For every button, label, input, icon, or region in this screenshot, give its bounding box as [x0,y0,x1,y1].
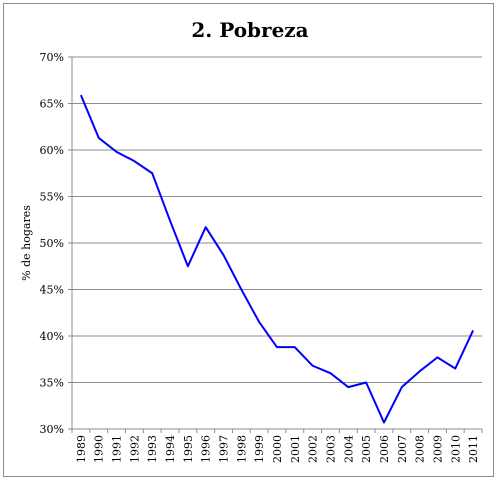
gridlines [72,56,482,383]
series-layer [79,94,474,424]
x-tick-label: 1996 [200,435,213,463]
x-tick-label: 1997 [218,435,231,463]
x-tick-label: 2001 [289,435,302,463]
y-tick-labels: 30% 35% 40% 45% 50% 55% 60% 65% 70% [40,51,64,436]
x-tick-label: 1999 [253,435,266,463]
axes [68,56,483,433]
y-tick-label: 50% [40,237,64,250]
x-tick-label: 2005 [360,435,373,463]
y-tick-label: 35% [40,377,64,390]
x-tick-label: 2006 [378,435,391,463]
x-tick-label: 2002 [307,435,320,463]
y-tick-label: 40% [40,330,64,343]
chart-frame [3,3,494,477]
y-tick-label: 30% [40,423,64,436]
x-tick-label: 1994 [164,435,177,463]
x-tick-labels: 1989 1990 1991 1992 1993 1994 1995 1996 1997 1998… [75,435,480,463]
y-axis-title: % de hogares [20,205,33,281]
x-tick-label: 2008 [414,435,427,463]
series-line [79,94,474,424]
x-tick-label: 1993 [146,435,159,463]
chart-title: 2. Pobreza [191,18,309,42]
x-tick-label: 2003 [324,435,337,463]
y-tick-label: 60% [40,144,64,157]
x-tick-label: 1995 [182,435,195,463]
y-tick-label: 70% [40,51,64,64]
x-tick-label: 1992 [128,435,141,463]
y-tick-label: 65% [40,98,64,111]
x-tick-label: 1989 [75,435,88,463]
x-tick-label: 2010 [449,435,462,463]
x-tick-label: 2000 [271,435,284,463]
x-tick-label: 2007 [396,435,409,463]
y-tick-label: 45% [40,284,64,297]
x-tick-label: 1991 [111,435,124,463]
x-tick-label: 1990 [93,435,106,463]
x-tick-label: 2004 [342,435,355,463]
x-tick-label: 2009 [431,435,444,463]
y-tick-label: 55% [40,191,64,204]
x-tick-label: 2011 [467,435,480,463]
x-tick-label: 1998 [235,435,248,463]
